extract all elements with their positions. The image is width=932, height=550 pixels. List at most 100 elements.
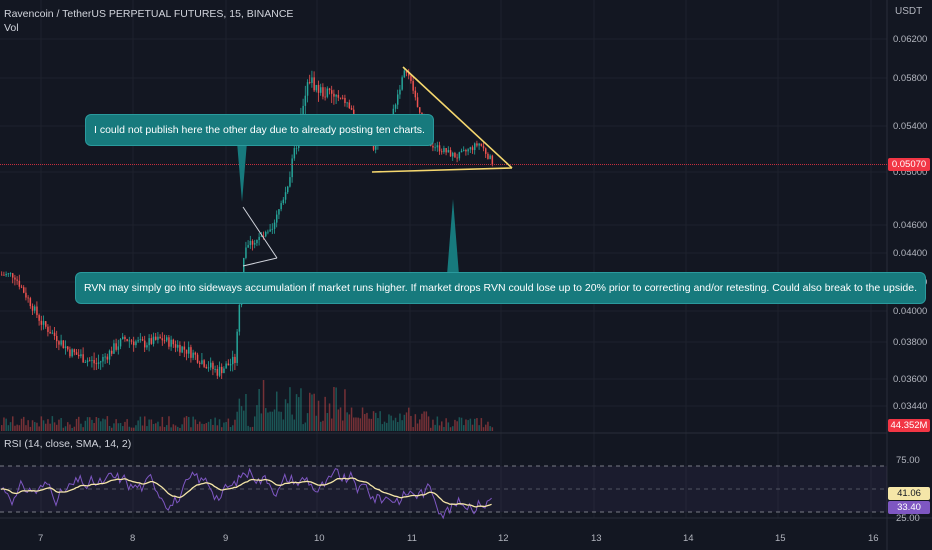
- volume-bar: [18, 425, 21, 431]
- volume-bar: [214, 417, 216, 431]
- volume-bar: [361, 407, 364, 431]
- volume-bar: [16, 424, 18, 431]
- candle: [205, 364, 208, 369]
- volume-bar: [368, 418, 370, 431]
- volume-bar: [438, 425, 441, 431]
- time-tick-label: 10: [314, 533, 325, 544]
- candle: [122, 333, 124, 340]
- time-tick-label: 16: [868, 533, 879, 544]
- price-tick-label: 0.03600: [893, 374, 927, 385]
- volume-bar: [100, 421, 102, 431]
- volume-bar: [49, 423, 51, 431]
- volume-bar: [489, 426, 491, 431]
- candle: [111, 346, 113, 357]
- candle: [69, 346, 71, 359]
- volume-bar: [410, 415, 412, 431]
- price-tick-label: 0.03440: [893, 401, 927, 412]
- volume-bar: [262, 380, 265, 431]
- candle: [27, 295, 29, 303]
- volume-bar: [265, 408, 267, 431]
- candle: [86, 357, 89, 367]
- volume-bar: [256, 405, 258, 431]
- price-tick-label: 0.04600: [893, 220, 927, 231]
- volume-bar: [320, 421, 322, 431]
- volume-bar: [412, 427, 414, 431]
- candle: [126, 338, 128, 342]
- candle: [284, 186, 287, 204]
- volume-bar: [326, 413, 329, 431]
- candle: [317, 80, 320, 102]
- volume-legend[interactable]: Vol: [4, 22, 19, 34]
- volume-bar: [210, 419, 212, 431]
- currency-unit-label[interactable]: USDT: [895, 6, 923, 17]
- rsi-tag: 33.40: [888, 501, 930, 514]
- volume-bar: [163, 426, 166, 431]
- time-tick-label: 15: [775, 533, 786, 544]
- candle: [95, 357, 98, 371]
- candle: [3, 271, 5, 276]
- candle: [394, 103, 397, 113]
- symbol-legend[interactable]: Ravencoin / TetherUS PERPETUAL FUTURES, …: [4, 8, 294, 20]
- candle: [199, 360, 201, 368]
- candle: [29, 296, 32, 309]
- volume-bar: [278, 411, 280, 431]
- volume-bar: [188, 417, 190, 431]
- candle: [115, 338, 117, 352]
- volume-bar: [179, 427, 181, 431]
- volume-bar: [75, 418, 78, 431]
- volume-bar: [229, 426, 232, 431]
- candle: [93, 352, 95, 371]
- candle: [269, 223, 271, 232]
- volume-bar: [3, 417, 5, 431]
- volume-bar: [331, 418, 333, 431]
- volume-bar: [218, 419, 221, 431]
- callout-pointer-top: [237, 142, 247, 202]
- volume-bar: [42, 420, 45, 431]
- price-axis: 0.06200 0.05800 0.05400 0.05000 0.04600 0.044…: [893, 34, 927, 412]
- volume-bar: [152, 423, 155, 431]
- candle: [62, 340, 65, 349]
- volume-bar: [381, 424, 384, 431]
- candle: [416, 92, 419, 108]
- volume-bar: [53, 422, 56, 431]
- volume-bar: [119, 422, 122, 431]
- volume-bar: [357, 417, 359, 431]
- volume-bar: [353, 417, 355, 431]
- volume-bar: [203, 424, 205, 431]
- candle: [320, 83, 322, 96]
- volume-bar: [300, 388, 302, 431]
- candle: [399, 85, 401, 99]
- candle: [469, 146, 472, 154]
- rsi-legend[interactable]: RSI (14, close, SMA, 14, 2): [4, 438, 132, 450]
- candle: [181, 345, 183, 354]
- annotation-callout-bottom[interactable]: RVN may simply go into sideways accumula…: [75, 272, 927, 304]
- candle: [289, 171, 291, 188]
- volume-bar: [71, 427, 73, 431]
- volume-bar: [31, 420, 34, 431]
- candle: [247, 240, 249, 249]
- volume-bar: [240, 406, 243, 431]
- candle: [273, 219, 276, 234]
- volume-bar: [430, 427, 432, 431]
- candle: [487, 152, 489, 160]
- candle: [64, 340, 67, 355]
- candle: [315, 84, 318, 93]
- candle: [14, 274, 16, 286]
- volume-bar: [113, 423, 115, 431]
- candle: [144, 335, 146, 353]
- volume-bar: [221, 427, 223, 431]
- volume-bar: [478, 425, 480, 431]
- candle: [71, 348, 73, 358]
- volume-bar: [1, 425, 3, 431]
- candle: [291, 154, 293, 183]
- candle: [335, 93, 337, 105]
- annotation-callout-top[interactable]: I could not publish here the other day d…: [85, 114, 434, 146]
- volume-bar: [106, 416, 109, 431]
- candle: [441, 148, 443, 155]
- volume-bar: [67, 422, 69, 431]
- volume-bar: [317, 400, 320, 431]
- candle: [119, 337, 122, 350]
- volume-bar: [335, 387, 337, 431]
- volume-bar: [480, 418, 483, 431]
- volume-bar: [355, 417, 357, 431]
